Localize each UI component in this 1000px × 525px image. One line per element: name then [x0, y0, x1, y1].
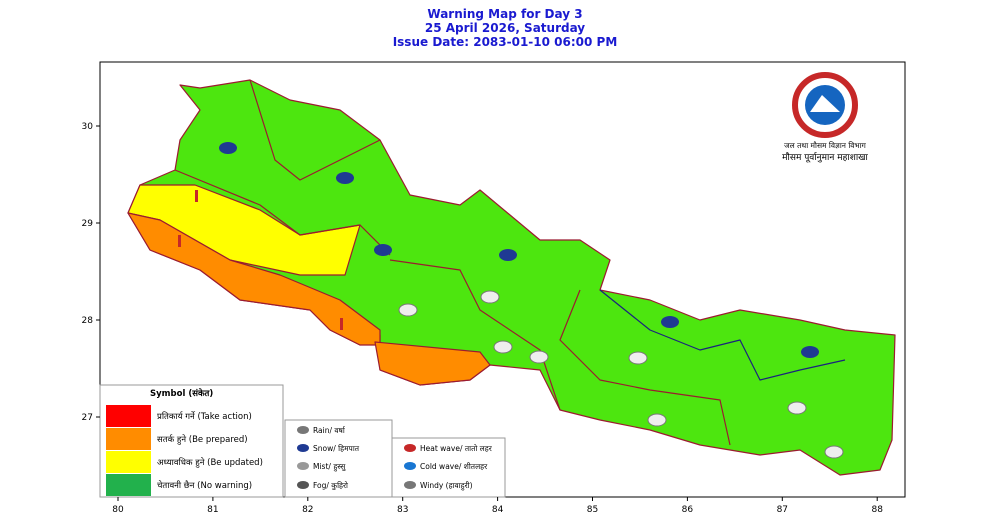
y-tick-label: 30 [82, 122, 94, 132]
x-tick-label: 82 [302, 505, 313, 515]
snow-icon [499, 249, 517, 261]
symbol-label: Snow/ हिमपात [313, 444, 360, 453]
x-tick-label: 88 [871, 505, 883, 515]
symbol-label: Rain/ वर्षा [313, 426, 346, 435]
snow-icon [336, 172, 354, 184]
rain-icon [493, 340, 513, 354]
orange-zone [374, 341, 491, 386]
logo: जल तथा मौसम विज्ञान विभाग मौसम पूर्वानुम… [782, 72, 869, 163]
symbol-icon [404, 444, 416, 452]
province-border [559, 289, 731, 446]
x-tick-label: 84 [492, 505, 504, 515]
x-tick-label: 83 [397, 505, 408, 515]
legend-swatch [106, 474, 151, 496]
rain-icon [647, 413, 667, 427]
legend-swatch [106, 428, 151, 450]
legend-label: अध्यावधिक हुने (Be updated) [157, 457, 263, 468]
legend-label: चेतावनी छैन (No warning) [157, 480, 252, 491]
rain-icon [480, 290, 500, 304]
title: Warning Map for Day 3 [427, 7, 582, 21]
legend-label: प्रतिकार्य गर्ने (Take action) [157, 411, 252, 422]
ticks: 80 81 82 83 84 85 86 87 88 27 28 29 30 [82, 122, 884, 515]
rain-icon [529, 350, 549, 364]
nepal-map [127, 79, 896, 476]
province-border [599, 289, 846, 381]
province-border [249, 79, 381, 181]
weather-icons [178, 142, 844, 459]
legend-swatch [106, 405, 151, 427]
orange-zone [127, 212, 381, 346]
symbol-icon [297, 481, 309, 489]
heat-icon [340, 318, 343, 330]
y-tick-label: 28 [82, 316, 94, 326]
snow-icon [661, 316, 679, 328]
symbol-label: Fog/ कुहिरो [313, 481, 349, 491]
division-name: मौसम पूर्वानुमान महाशाखा [782, 151, 868, 163]
legend-title: Symbol (संकेत) [150, 388, 213, 399]
x-tick-label: 80 [112, 505, 124, 515]
x-tick-label: 87 [777, 505, 788, 515]
legend-label: सतर्क हुने (Be prepared) [157, 434, 248, 445]
symbol-label: Mist/ हुस्सु [313, 462, 346, 472]
symbol-icon [297, 462, 309, 470]
rain-icon [824, 445, 844, 459]
issue-date: Issue Date: 2083-01-10 06:00 PM [393, 35, 618, 49]
rain-icon [628, 351, 648, 365]
legend: Symbol (संकेत) प्रतिकार्य गर्ने (Take ac… [99, 384, 506, 498]
symbol-icon [297, 444, 309, 452]
y-tick-label: 27 [82, 413, 93, 423]
snow-icon [219, 142, 237, 154]
heat-icon [178, 235, 181, 247]
rain-icon [398, 303, 418, 317]
snow-icon [801, 346, 819, 358]
emblem-mountain [810, 95, 840, 112]
snow-icon [374, 244, 392, 256]
subtitle: 25 April 2026, Saturday [425, 21, 585, 35]
symbol-label: Cold wave/ शीतलहर [420, 462, 488, 471]
heat-icon [195, 190, 198, 202]
org-name: जल तथा मौसम विज्ञान विभाग [784, 141, 867, 150]
y-tick-label: 29 [82, 219, 94, 229]
x-tick-label: 81 [207, 505, 218, 515]
province-border [174, 169, 391, 256]
symbol-icon [404, 462, 416, 470]
symbol-icon [297, 426, 309, 434]
x-tick-label: 86 [682, 505, 694, 515]
province-border [389, 259, 561, 411]
symbol-icon [404, 481, 416, 489]
symbol-label: Windy (हावाहुरी) [420, 481, 473, 491]
legend-swatch [106, 451, 151, 473]
symbol-label: Heat wave/ तातो लहर [420, 444, 493, 453]
rain-icon [787, 401, 807, 415]
x-tick-label: 85 [587, 505, 598, 515]
